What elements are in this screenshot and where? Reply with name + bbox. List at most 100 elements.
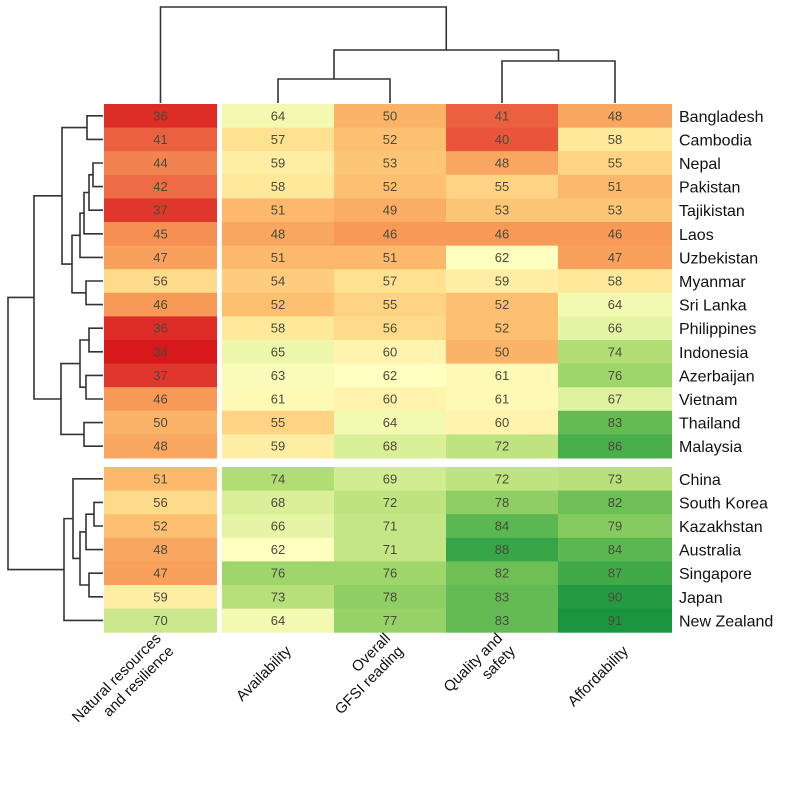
cell-value-label: 59 xyxy=(153,589,167,604)
row-label: Kazakhstan xyxy=(679,519,763,536)
cell-value-label: 47 xyxy=(608,250,622,265)
heatmap-cell xyxy=(446,514,558,539)
heatmap-cell xyxy=(558,561,672,586)
cell-value-label: 64 xyxy=(271,108,285,123)
dendrogram-branch xyxy=(79,339,89,389)
cell-value-label: 79 xyxy=(608,519,622,534)
cell-value-label: 61 xyxy=(271,392,285,407)
heatmap-cell xyxy=(334,410,446,435)
cell-value-label: 83 xyxy=(608,415,622,430)
heatmap-cell xyxy=(558,514,672,539)
heatmap-cell xyxy=(222,174,334,199)
heatmap-cell xyxy=(222,434,334,459)
heatmap-cell xyxy=(334,585,446,610)
heatmap-cell xyxy=(222,467,334,492)
heatmap-cells: 36 64 50 41 48 41 57 52 40 58 44 59 53 48 55 42 58 52 55 51… xyxy=(104,104,672,633)
heatmap-cell xyxy=(104,608,217,633)
heatmap-cell xyxy=(446,222,558,247)
cell-value-label: 48 xyxy=(153,439,167,454)
cell-value-label: 66 xyxy=(608,321,622,336)
heatmap-cell xyxy=(222,410,334,435)
heatmap-cell xyxy=(558,434,672,459)
row-dendrogram xyxy=(7,115,103,622)
heatmap-cell xyxy=(222,222,334,247)
cell-value-label: 36 xyxy=(153,108,167,123)
cell-value-label: 47 xyxy=(153,566,167,581)
cell-value-label: 67 xyxy=(608,392,622,407)
cell-value-label: 55 xyxy=(383,297,397,312)
dendrogram-branch xyxy=(86,115,103,141)
dendrogram-branch xyxy=(501,60,616,103)
heatmap-cell xyxy=(104,198,217,223)
cell-value-label: 78 xyxy=(495,495,509,510)
column-label: Quality andsafety xyxy=(440,630,519,709)
heatmap-cell xyxy=(222,537,334,562)
heatmap-cell xyxy=(222,514,334,539)
row-label: Japan xyxy=(679,590,723,607)
heatmap-cell xyxy=(446,316,558,341)
heatmap-cell xyxy=(222,127,334,152)
cell-value-label: 76 xyxy=(383,566,397,581)
heatmap-cell xyxy=(446,198,558,223)
row-label: Malaysia xyxy=(679,439,742,456)
cell-value-label: 83 xyxy=(495,613,509,628)
heatmap-cell xyxy=(222,561,334,586)
heatmap-cell xyxy=(558,222,672,247)
cell-value-label: 70 xyxy=(153,613,167,628)
heatmap-cell xyxy=(446,561,558,586)
cell-value-label: 58 xyxy=(608,132,622,147)
row-label: Australia xyxy=(679,543,741,560)
heatmap-cell xyxy=(222,245,334,270)
heatmap-cell xyxy=(334,434,446,459)
dendrogram-branch xyxy=(72,477,103,560)
heatmap-cell xyxy=(446,537,558,562)
heatmap-cell xyxy=(222,292,334,317)
dendrogram-branch xyxy=(333,49,560,79)
heatmap-cell xyxy=(222,490,334,515)
cell-value-label: 64 xyxy=(608,297,622,312)
row-label: Singapore xyxy=(679,566,752,583)
cell-value-label: 61 xyxy=(495,368,509,383)
cell-value-label: 72 xyxy=(495,471,509,486)
cell-value-label: 40 xyxy=(495,132,509,147)
cell-value-label: 64 xyxy=(383,415,397,430)
heatmap-cell xyxy=(558,174,672,199)
column-label: OverallGFSI reading xyxy=(319,630,407,718)
cell-value-label: 60 xyxy=(383,392,397,407)
dendrogram-branch xyxy=(88,327,103,353)
heatmap-cell xyxy=(334,174,446,199)
cell-value-label: 42 xyxy=(153,179,167,194)
heatmap-cell xyxy=(334,561,446,586)
heatmap-cell xyxy=(558,585,672,610)
heatmap-cell xyxy=(222,340,334,365)
cell-value-label: 50 xyxy=(153,415,167,430)
heatmap-cell xyxy=(334,245,446,270)
cell-value-label: 56 xyxy=(383,321,397,336)
heatmap-cell xyxy=(446,127,558,152)
column-label: Natural resourcesand resilience xyxy=(69,630,177,738)
column-dendrogram xyxy=(159,6,616,103)
cell-value-label: 74 xyxy=(271,471,285,486)
row-label: South Korea xyxy=(679,495,768,512)
cell-value-label: 68 xyxy=(271,495,285,510)
cell-value-label: 62 xyxy=(383,368,397,383)
heatmap-cell xyxy=(104,316,217,341)
heatmap-cell xyxy=(558,537,672,562)
heatmap-cell xyxy=(104,269,217,294)
cell-value-label: 65 xyxy=(271,344,285,359)
heatmap-cell xyxy=(334,608,446,633)
heatmap-cell xyxy=(222,198,334,223)
row-label: Uzbekistan xyxy=(679,250,758,267)
heatmap-cell xyxy=(558,363,672,388)
heatmap-cell xyxy=(446,363,558,388)
heatmap-cell xyxy=(446,292,558,317)
cell-value-label: 62 xyxy=(271,542,285,557)
heatmap-cell xyxy=(104,434,217,459)
cell-value-label: 76 xyxy=(608,368,622,383)
cell-value-label: 37 xyxy=(153,368,167,383)
row-label: Laos xyxy=(679,227,714,244)
cell-value-label: 50 xyxy=(495,344,509,359)
dendrogram-branch xyxy=(92,162,103,188)
column-labels: Natural resourcesand resilience Availabil… xyxy=(69,630,632,738)
cell-value-label: 51 xyxy=(153,471,167,486)
